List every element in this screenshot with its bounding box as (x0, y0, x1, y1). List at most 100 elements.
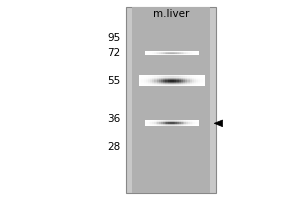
Bar (163, 76, 165, 78)
Bar (172, 125, 174, 126)
Bar (186, 125, 188, 126)
Bar (163, 85, 165, 86)
Bar (157, 79, 159, 80)
Bar (184, 53, 186, 54)
Bar (152, 83, 154, 84)
Bar (181, 124, 182, 125)
Bar (161, 51, 163, 52)
Bar (167, 122, 168, 123)
Bar (152, 54, 154, 55)
Bar (159, 75, 161, 76)
Bar (176, 81, 178, 82)
Bar (200, 84, 203, 85)
Bar (168, 120, 170, 121)
Bar (159, 83, 161, 84)
Bar (184, 54, 186, 55)
Bar (168, 83, 170, 84)
Bar (163, 52, 165, 53)
Bar (154, 54, 156, 55)
Bar (159, 53, 161, 54)
Bar (150, 80, 152, 81)
Bar (150, 123, 152, 124)
Bar (174, 85, 176, 86)
Bar (192, 80, 194, 81)
Bar (179, 53, 181, 54)
Bar (197, 52, 199, 53)
Bar (178, 84, 181, 85)
Bar (161, 82, 163, 83)
Bar (192, 81, 194, 82)
Bar (181, 122, 182, 123)
Bar (174, 80, 176, 81)
Bar (192, 84, 194, 85)
Bar (190, 84, 192, 85)
Bar (168, 124, 170, 125)
Bar (152, 125, 154, 126)
Bar (163, 79, 165, 80)
Bar (197, 54, 199, 55)
Bar (184, 123, 186, 124)
Bar (181, 51, 182, 52)
Bar (148, 84, 150, 85)
Bar (176, 76, 178, 78)
Bar (156, 122, 158, 123)
Bar (200, 83, 203, 84)
Bar (177, 51, 179, 52)
Bar (145, 124, 147, 125)
Bar (158, 125, 159, 126)
Bar (174, 124, 176, 125)
Bar (196, 78, 198, 79)
Bar (161, 76, 163, 78)
Bar (176, 120, 177, 121)
Bar (187, 76, 190, 78)
Bar (154, 120, 156, 121)
Bar (188, 123, 190, 124)
Bar (194, 76, 196, 78)
Bar (139, 84, 141, 85)
Bar (197, 51, 199, 52)
Bar (154, 52, 156, 53)
Bar (141, 81, 143, 82)
Bar (143, 78, 146, 79)
Bar (182, 53, 184, 54)
Bar (178, 80, 181, 81)
Bar (172, 75, 174, 76)
Bar (188, 54, 190, 55)
Bar (200, 81, 203, 82)
Bar (191, 122, 193, 123)
Bar (176, 82, 178, 83)
Bar (170, 120, 172, 121)
Bar (190, 76, 192, 78)
Bar (192, 82, 194, 83)
Bar (179, 122, 181, 123)
Bar (172, 84, 174, 85)
Bar (196, 75, 198, 76)
Bar (182, 121, 184, 122)
Bar (186, 54, 188, 55)
Bar (154, 80, 157, 81)
Bar (177, 53, 179, 54)
Bar (191, 121, 193, 122)
Bar (184, 52, 186, 53)
Bar (152, 52, 154, 53)
Bar (152, 80, 154, 81)
Bar (145, 122, 147, 123)
Bar (192, 79, 194, 80)
Bar (203, 76, 205, 78)
Bar (163, 75, 165, 76)
Bar (185, 83, 187, 84)
Bar (168, 122, 170, 123)
Bar (158, 52, 159, 53)
Bar (154, 123, 156, 124)
Bar (170, 53, 172, 54)
Bar (156, 120, 158, 121)
Bar (179, 54, 181, 55)
Bar (185, 84, 187, 85)
Bar (159, 85, 161, 86)
Bar (158, 120, 159, 121)
Bar (195, 54, 197, 55)
Bar (174, 84, 176, 85)
Bar (178, 82, 181, 83)
Bar (172, 85, 174, 86)
Bar (157, 76, 159, 78)
